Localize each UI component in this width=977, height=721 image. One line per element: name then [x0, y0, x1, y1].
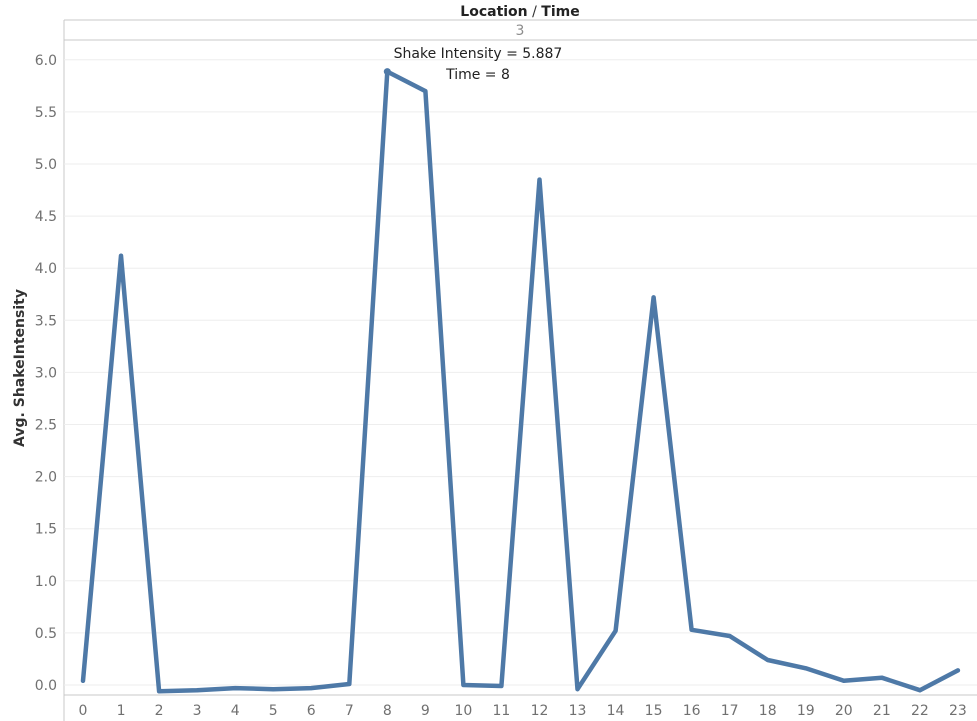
y-tick-labels: 0.0 0.5 1.0 1.5 2.0 2.5 3.0 3.5 4.0 4.5 5.0 5.5 6.0 [35, 53, 57, 694]
x-tick-label: 15 [645, 703, 663, 719]
highlighted-point[interactable] [383, 68, 391, 76]
x-tick-label: 7 [345, 703, 354, 719]
data-point[interactable] [841, 678, 846, 683]
x-tick-label: 16 [683, 703, 701, 719]
x-tick-label: 12 [531, 703, 549, 719]
x-tick-label: 20 [835, 703, 853, 719]
header-separator: / [528, 4, 542, 20]
y-tick-label: 1.5 [35, 522, 57, 538]
x-tick-label: 14 [607, 703, 625, 719]
x-tick-labels: 0 1 2 3 4 5 6 7 8 9 10 11 12 13 14 15 16 17 18 19 20 21 22 23 [79, 703, 967, 719]
series-layer [80, 68, 961, 694]
data-point[interactable] [651, 295, 656, 300]
y-tick-label: 4.5 [35, 209, 57, 225]
x-tick-label: 6 [307, 703, 316, 719]
data-point[interactable] [233, 686, 238, 691]
data-point[interactable] [689, 627, 694, 632]
data-point[interactable] [195, 688, 200, 693]
x-tick-label: 3 [193, 703, 202, 719]
y-tick-label: 2.5 [35, 418, 57, 434]
data-point[interactable] [309, 686, 314, 691]
y-tick-label: 0.0 [35, 678, 57, 694]
column-header-title: Location / Time [460, 4, 579, 20]
y-tick-label: 6.0 [35, 53, 57, 69]
annotation-layer: Shake Intensity = 5.887 Time = 8 [394, 46, 563, 83]
data-point[interactable] [955, 668, 960, 673]
x-tick-label: 23 [949, 703, 967, 719]
panel-value-label: 3 [516, 23, 525, 39]
x-tick-label: 5 [269, 703, 278, 719]
x-tick-label: 19 [797, 703, 815, 719]
annotation-line-2: Time = 8 [445, 67, 510, 83]
data-point[interactable] [613, 628, 618, 633]
data-point[interactable] [727, 634, 732, 639]
x-tick-label: 13 [569, 703, 587, 719]
data-point[interactable] [537, 177, 542, 182]
data-point[interactable] [917, 688, 922, 693]
x-tick-label: 8 [383, 703, 392, 719]
x-tick-label: 21 [873, 703, 891, 719]
gridlines [64, 59, 977, 686]
data-point[interactable] [423, 89, 428, 94]
x-tick-label: 22 [911, 703, 929, 719]
data-point[interactable] [461, 683, 466, 687]
data-point[interactable] [347, 681, 352, 686]
data-point[interactable] [81, 678, 85, 683]
data-point[interactable] [803, 666, 808, 671]
series-line [80, 69, 961, 694]
data-point[interactable] [119, 253, 124, 258]
x-tick-label: 4 [231, 703, 240, 719]
x-tick-label: 10 [454, 703, 472, 719]
y-tick-label: 5.0 [35, 157, 57, 173]
data-point[interactable] [271, 687, 276, 692]
x-tick-label: 9 [421, 703, 430, 719]
data-point[interactable] [765, 657, 770, 662]
x-tick-label: 18 [759, 703, 777, 719]
data-point[interactable] [879, 675, 884, 680]
y-tick-label: 0.5 [35, 626, 57, 642]
y-tick-label: 2.0 [35, 470, 57, 486]
x-tick-label: 0 [79, 703, 88, 719]
header-time: Time [541, 4, 579, 20]
y-tick-label: 3.0 [35, 365, 57, 381]
x-tick-label: 17 [721, 703, 739, 719]
y-tick-label: 5.5 [35, 105, 57, 121]
y-tick-label: 3.5 [35, 313, 57, 329]
y-tick-label: 4.0 [35, 261, 57, 277]
header-location: Location [460, 4, 527, 20]
x-tick-label: 11 [493, 703, 511, 719]
data-point[interactable] [499, 684, 504, 689]
data-point[interactable] [157, 689, 162, 694]
x-tick-label: 1 [117, 703, 126, 719]
y-tick-label: 1.0 [35, 574, 57, 590]
x-tick-label: 2 [155, 703, 164, 719]
annotation-line-1: Shake Intensity = 5.887 [394, 46, 563, 62]
y-axis-label: Avg. ShakeIntensity [12, 289, 28, 447]
data-point[interactable] [575, 687, 580, 692]
